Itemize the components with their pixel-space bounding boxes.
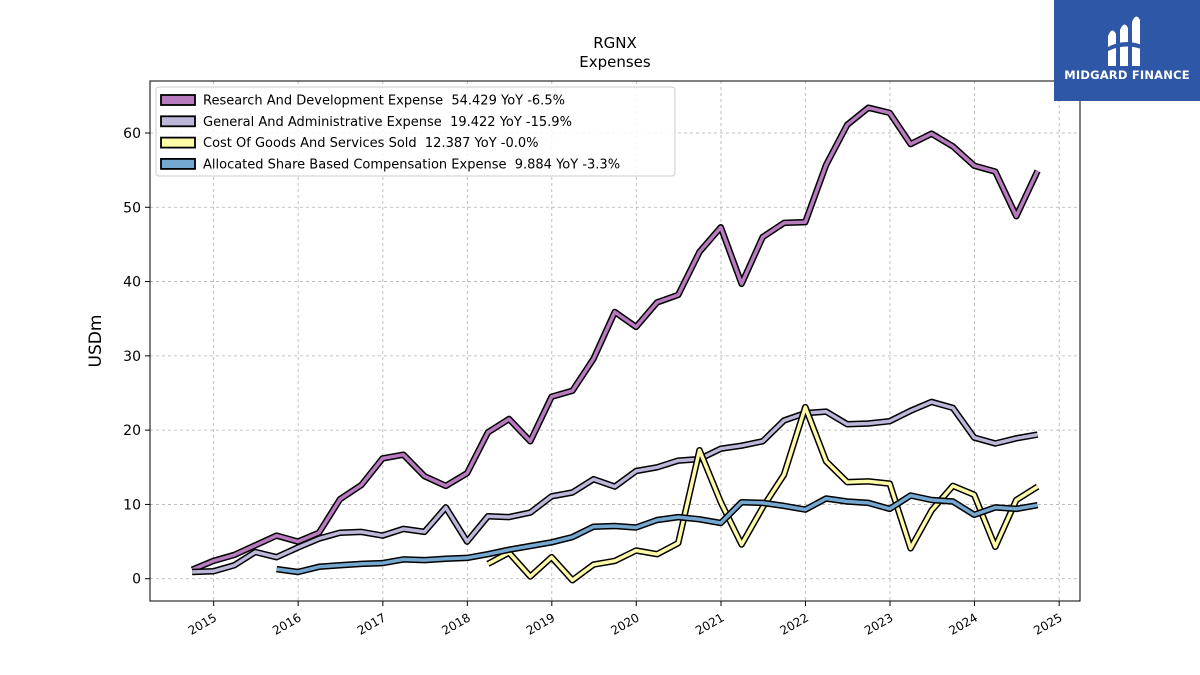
legend-box — [155, 86, 676, 177]
chart-subtitle: Expenses — [579, 53, 651, 71]
y-tick-label: 40 — [123, 275, 141, 291]
legend: Research And Development Expense 54.429 … — [155, 86, 676, 177]
midgard-logo-icon — [1106, 16, 1148, 67]
x-tick-label: 2021 — [693, 610, 726, 637]
brand-logo: MIDGARD FINANCE — [1054, 0, 1200, 101]
x-tick-label: 2016 — [270, 610, 303, 637]
x-tick-label: 2020 — [608, 610, 641, 637]
y-tick-label: 20 — [123, 423, 141, 439]
y-axis-label: USDm — [86, 315, 106, 368]
x-tick-label: 2024 — [947, 610, 980, 637]
x-tick-label: 2023 — [862, 610, 895, 637]
x-tick-label: 2017 — [355, 610, 388, 637]
legend-swatch-1 — [160, 115, 196, 128]
legend-swatch-0 — [160, 94, 196, 106]
legend-label-0: Research And Development Expense 54.429 … — [203, 94, 565, 109]
brand-name: MIDGARD FINANCE — [1064, 68, 1190, 82]
x-tick-label: 2018 — [439, 610, 472, 637]
series-line-0 — [191, 105, 1040, 572]
y-tick-label: 60 — [123, 126, 141, 142]
x-axis: 2015 2016 2017 2018 2019 2020 2021 2022 2023 2024… — [186, 601, 1065, 638]
x-tick-label: 2025 — [1031, 610, 1064, 637]
y-tick-label: 30 — [123, 349, 141, 365]
y-tick-label: 50 — [123, 200, 141, 216]
x-tick-label: 2015 — [186, 610, 219, 637]
legend-label-2: Cost Of Goods And Services Sold 12.387 Y… — [203, 136, 539, 151]
legend-label-1: General And Administrative Expense 19.42… — [203, 115, 572, 130]
y-tick-label: 10 — [123, 497, 141, 513]
plot-frame — [149, 80, 1081, 602]
legend-swatch-2 — [160, 136, 196, 149]
y-axis: 0 10 20 30 40 50 60 — [123, 126, 150, 588]
series-outline-0 — [190, 104, 1041, 573]
legend-swatch-3 — [160, 157, 196, 170]
y-tick-label: 0 — [132, 572, 141, 588]
series-line-2 — [487, 405, 1039, 582]
legend-label-3: Allocated Share Based Compensation Expen… — [203, 157, 620, 172]
series-lines — [190, 104, 1041, 584]
chart-title: RGNX — [593, 34, 637, 52]
series-line-3 — [276, 493, 1038, 574]
series-line-1 — [192, 400, 1038, 574]
x-tick-label: 2019 — [524, 610, 557, 637]
x-tick-label: 2022 — [778, 610, 811, 637]
